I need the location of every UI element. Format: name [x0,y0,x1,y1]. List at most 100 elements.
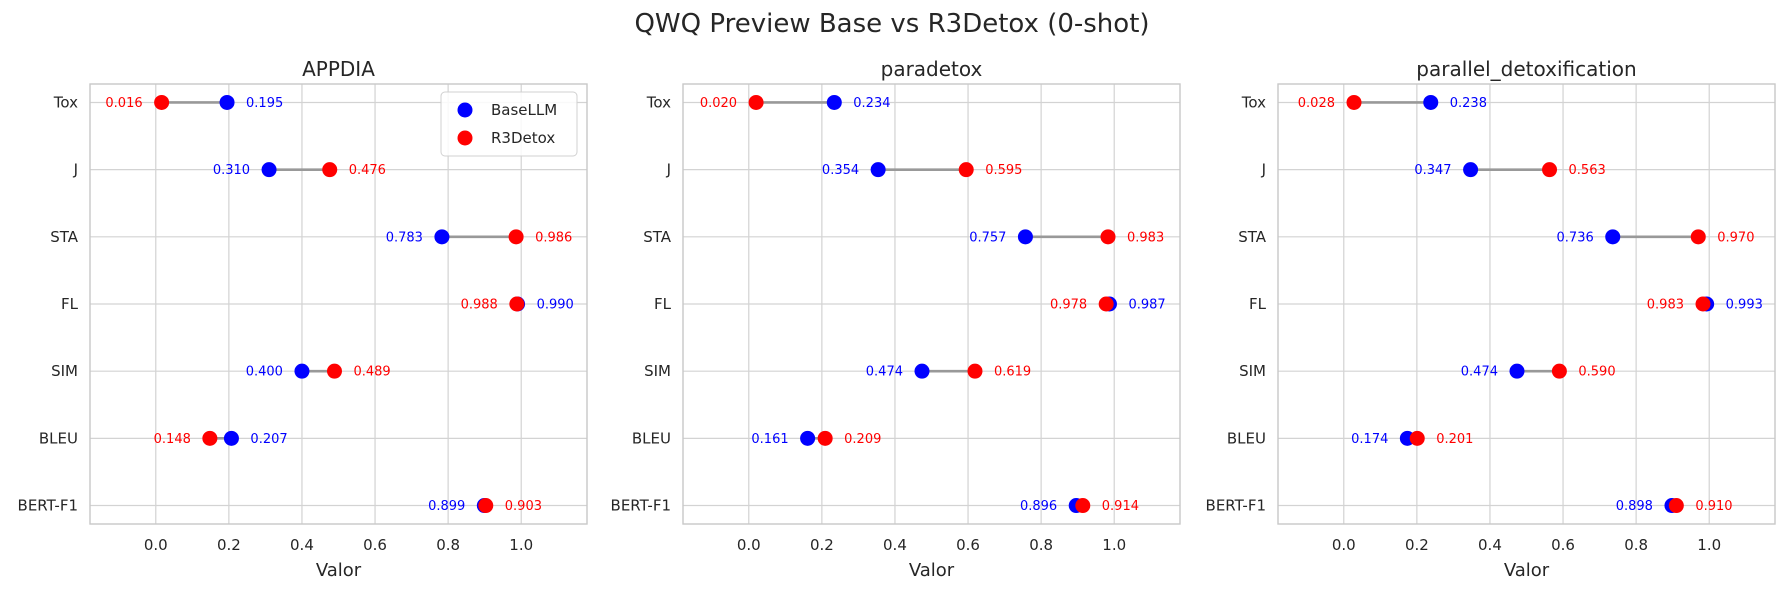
value-label-r3detox: 0.983 [1647,298,1684,313]
legend-marker-baseline [457,102,473,118]
y-tick-label: FL [654,295,672,313]
x-tick-label: 0.0 [144,536,168,554]
point-r3detox [509,296,525,312]
point-baseline [800,430,816,446]
point-r3detox [817,430,833,446]
value-label-baseline: 0.757 [969,230,1006,245]
value-label-r3detox: 0.563 [1569,163,1606,178]
point-baseline [870,162,886,178]
value-label-r3detox: 0.020 [700,96,737,111]
point-baseline [261,162,277,178]
x-axis-label: Valor [909,560,955,581]
x-tick-label: 0.4 [1478,536,1502,554]
y-tick-label: SIM [1239,362,1266,380]
y-tick-label: J [1261,161,1266,179]
value-label-baseline: 0.987 [1128,298,1165,313]
y-tick-label: J [666,161,671,179]
point-r3detox [1551,363,1567,379]
point-r3detox [1409,430,1425,446]
point-r3detox [958,162,974,178]
x-tick-label: 0.0 [1332,536,1356,554]
panel-title: APPDIA [302,57,375,81]
x-tick-label: 0.6 [956,536,980,554]
value-label-r3detox: 0.983 [1127,230,1164,245]
panel-2: paradetox 0.0 0.2 0.4 0.6 0.8 1.0 Valor Tox J STA F… [611,57,1181,581]
value-label-r3detox: 0.988 [461,298,498,313]
point-r3detox [1668,498,1684,514]
point-r3detox [1542,162,1558,178]
legend-marker-r3detox [457,130,473,146]
y-tick-label: STA [50,228,79,246]
x-tick-label: 1.0 [1102,536,1126,554]
point-r3detox [154,94,170,110]
y-tick-label: Tox [646,93,671,111]
point-baseline [434,229,450,245]
point-r3detox [478,498,494,514]
point-baseline [294,363,310,379]
point-baseline [1423,94,1439,110]
y-tick-label: SIM [644,362,671,380]
point-r3detox [1098,296,1114,312]
value-label-r3detox: 0.489 [353,365,390,380]
axes-frame [682,83,1181,525]
y-tick-label: FL [61,295,79,313]
legend-box [440,91,578,157]
value-label-baseline: 0.174 [1351,432,1388,447]
x-axis-label: Valor [1504,560,1550,581]
value-label-r3detox: 0.201 [1436,432,1473,447]
point-baseline [219,94,235,110]
value-label-baseline: 0.783 [386,230,423,245]
point-baseline [1605,229,1621,245]
value-label-baseline: 0.899 [428,499,465,514]
legend: BaseLLM R3Detox [440,91,578,157]
figure-title: QWQ Preview Base vs R3Detox (0-shot) [634,9,1149,39]
y-tick-label: BLEU [632,429,671,447]
value-label-r3detox: 0.910 [1695,499,1732,514]
point-baseline [826,94,842,110]
axes-frame [89,83,588,525]
value-label-baseline: 0.347 [1414,163,1451,178]
point-r3detox [1690,229,1706,245]
value-label-r3detox: 0.595 [985,163,1022,178]
x-tick-label: 1.0 [509,536,533,554]
y-tick-label: J [73,161,78,179]
value-label-baseline: 0.400 [246,365,283,380]
value-label-r3detox: 0.914 [1102,499,1139,514]
point-r3detox [1695,296,1711,312]
value-label-r3detox: 0.619 [994,365,1031,380]
legend-label-r3detox: R3Detox [491,129,555,147]
y-tick-label: Tox [1241,93,1266,111]
axes-frame [1277,83,1776,525]
point-baseline [1509,363,1525,379]
panel-title: parallel_detoxification [1416,57,1636,81]
value-label-r3detox: 0.970 [1717,230,1754,245]
y-tick-label: FL [1249,295,1267,313]
panel-title: paradetox [881,57,983,81]
point-r3detox [748,94,764,110]
point-baseline [223,430,239,446]
value-label-baseline: 0.474 [1461,365,1498,380]
x-tick-label: 0.4 [883,536,907,554]
point-baseline [1017,229,1033,245]
value-label-baseline: 0.238 [1450,96,1487,111]
value-label-r3detox: 0.476 [349,163,386,178]
value-label-r3detox: 0.978 [1050,298,1087,313]
y-tick-label: BLEU [1227,429,1266,447]
x-tick-label: 1.0 [1697,536,1721,554]
point-baseline [1463,162,1479,178]
x-tick-label: 0.0 [737,536,761,554]
y-tick-label: BERT-F1 [18,497,78,515]
point-baseline [914,363,930,379]
value-label-r3detox: 0.903 [505,499,542,514]
value-label-r3detox: 0.016 [105,96,142,111]
y-tick-label: BERT-F1 [611,497,671,515]
point-r3detox [202,430,218,446]
point-r3detox [326,363,342,379]
x-tick-label: 0.6 [1551,536,1575,554]
panels: APPDIA 0.0 0.2 0.4 0.6 0.8 1.0 Valor Tox J STA FL SI… [18,57,1776,581]
value-label-baseline: 0.993 [1726,298,1763,313]
y-tick-label: Tox [53,93,78,111]
value-label-baseline: 0.310 [213,163,250,178]
